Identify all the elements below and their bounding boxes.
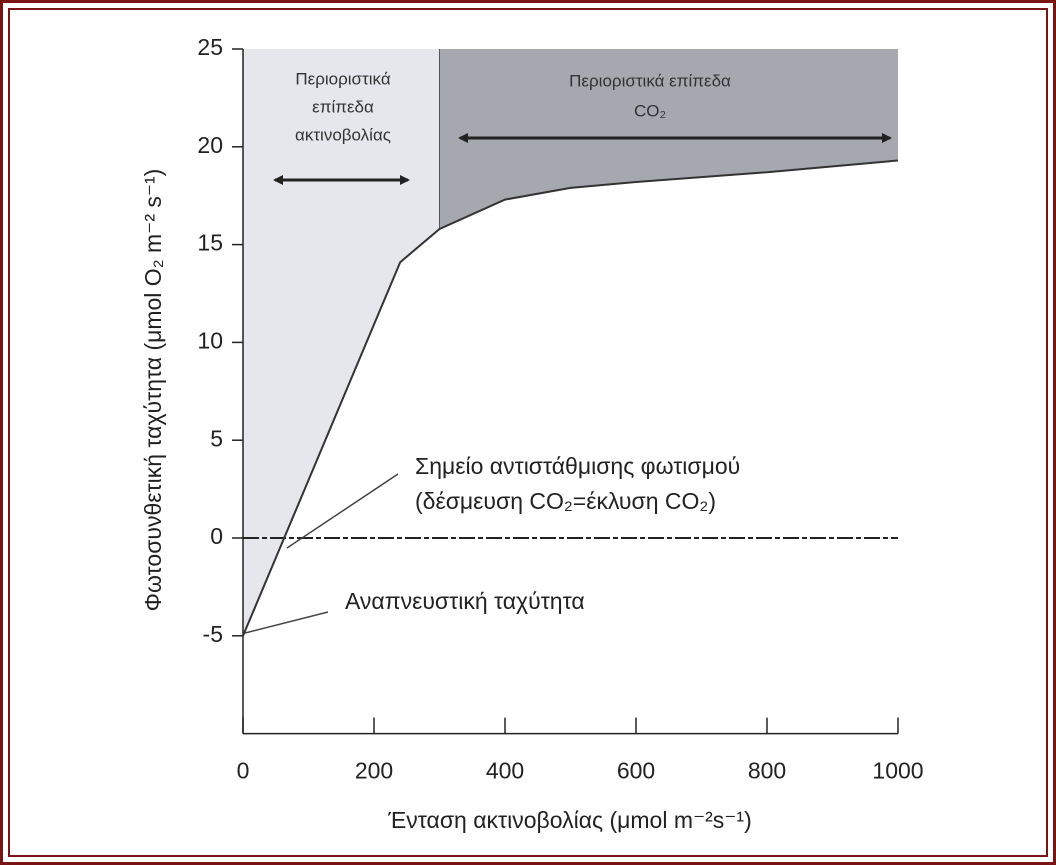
y-tick-label: 5: [210, 425, 223, 451]
x-axis-title: Ένταση ακτινοβολίας (μmol m⁻²s⁻¹): [387, 807, 752, 833]
region-label: Περιοριστικά επίπεδα: [569, 71, 731, 90]
annotation: Αναπνευστική ταχύτητα: [345, 588, 585, 614]
region-label: ακτινοβολίας: [295, 125, 391, 144]
annotation: Σημείο αντιστάθμισης φωτισμού: [415, 453, 740, 479]
region-label: επίπεδα: [312, 97, 374, 116]
x-tick-label: 200: [355, 758, 393, 784]
x-tick-label: 800: [748, 758, 786, 784]
x-tick-label: 1000: [872, 758, 923, 784]
frame-inner: [8, 8, 1048, 857]
y-axis-title: Φωτοσυνθετική ταχύτητα (μmol O₂ m⁻² s⁻¹): [140, 169, 166, 612]
y-tick-label: -5: [203, 621, 223, 647]
y-tick-label: 0: [210, 523, 223, 549]
y-tick-label: 15: [197, 230, 223, 256]
plot: -5 0 5 10 15 20 25 0 200 400 600 800 1000 Ένταση ακτι…: [140, 34, 924, 833]
leader-line: [244, 611, 329, 634]
region-label: CO₂: [634, 101, 666, 120]
x-tick-label: 600: [617, 758, 655, 784]
y-tick-label: 25: [197, 34, 223, 60]
x-tick-label: 0: [237, 758, 250, 784]
x-tick-label: 400: [486, 758, 524, 784]
curve: [242, 159, 899, 637]
region-fill: [243, 49, 440, 636]
y-tick-label: 20: [197, 132, 223, 158]
annotation: (δέσμευση CO₂=έκλυση CO₂): [415, 488, 716, 514]
region-label: Περιοριστικά: [295, 69, 390, 88]
leader-line: [286, 473, 399, 549]
y-tick-label: 10: [197, 327, 223, 353]
